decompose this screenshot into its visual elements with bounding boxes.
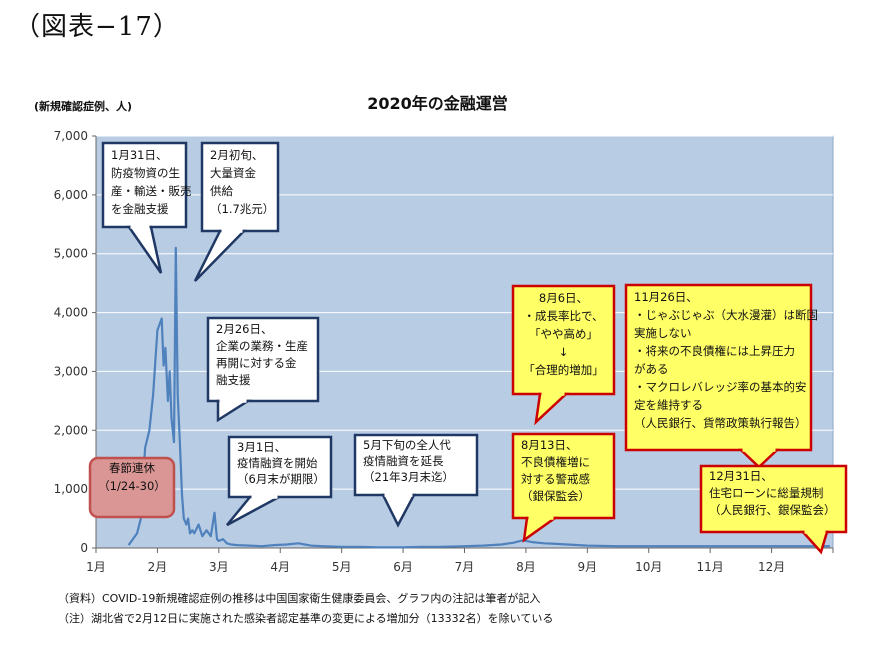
annotation-text-line: （6月末が期限） xyxy=(237,472,325,486)
annotation-text-line: 産・輸送・販売 xyxy=(111,184,192,198)
x-tick-label: 9月 xyxy=(578,560,598,574)
annotation-text-line: 再開に対する金 xyxy=(216,356,297,370)
annotation-box xyxy=(511,284,616,396)
y-tick-label: 0 xyxy=(80,541,88,555)
annotation-text-line: 供給 xyxy=(210,184,233,198)
y-tick-label: 6,000 xyxy=(54,188,88,202)
annotation-text-line: 11月26日、 xyxy=(634,290,698,304)
x-tick-label: 3月 xyxy=(209,560,229,574)
y-tick-label: 5,000 xyxy=(54,247,88,261)
annotation-text-line: （21年3月末迄） xyxy=(363,470,454,484)
annotation-text-line: ・マクロレバレッジ率の基本的安 xyxy=(634,380,807,394)
annotation-text-line: ↓ xyxy=(559,345,569,359)
chart-title: 2020年の金融運営 xyxy=(367,94,508,113)
annotation-text-line: ・じゃぶじゃぶ（大水漫灌）は断固 xyxy=(634,308,818,322)
annotation-box xyxy=(206,316,320,403)
annotation-text-line: 1月31日、 xyxy=(111,148,167,162)
y-tick-label: 3,000 xyxy=(54,364,88,378)
annotation-callout-4: 3月1日、疫情融資を開始 （6月末が期限） xyxy=(226,435,333,527)
x-tick-label: 2月 xyxy=(148,560,168,574)
annotation-text-line: 疫情融資を開始 xyxy=(237,456,318,470)
holiday-box: 春節連休 （1/24-30） xyxy=(88,456,176,519)
y-axis-unit-label: (新規確認症例、人) xyxy=(34,100,133,113)
x-tick-label: 12月 xyxy=(758,560,785,574)
annotation-text-line: 定を維持する xyxy=(634,398,703,412)
annotation-text-line: 2月26日、 xyxy=(216,322,272,336)
annotation-text-line: 企業の業務・生産 xyxy=(216,339,308,353)
annotation-text-line: ・将来の不良債権には上昇圧力 xyxy=(634,344,795,358)
footnote: （注）湖北省で2月12日に実施された感染者認定基準の変更による増加分（13332… xyxy=(58,612,554,625)
annotation-text-line: 2月初旬、 xyxy=(210,148,263,162)
annotation-box xyxy=(227,435,333,499)
annotation-text-line: 融支援 xyxy=(216,373,251,387)
annotation-text-line: 5月下旬の全人代 xyxy=(363,438,451,452)
y-tick-label: 4,000 xyxy=(54,306,88,320)
x-tick-label: 4月 xyxy=(270,560,290,574)
annotation-text-line: （人民銀行、貨幣政策執行報告） xyxy=(634,416,807,430)
annotation-text-line: 大量資金 xyxy=(210,166,256,180)
annotation-text-line: 春節連休 xyxy=(109,461,155,475)
annotation-text-line: （銀保監会） xyxy=(521,489,590,503)
annotation-box xyxy=(624,283,813,452)
x-tick-label: 1月 xyxy=(86,560,106,574)
annotation-box xyxy=(353,433,479,497)
annotation-text-line: 疫情融資を延長 xyxy=(363,454,444,468)
annotation-text-line: 対する警戒感 xyxy=(521,472,590,486)
y-tick-label: 1,000 xyxy=(54,482,88,496)
annotation-box xyxy=(511,432,616,520)
annotation-text-line: 不良債権増に xyxy=(521,455,590,469)
series-line-0 xyxy=(127,246,830,549)
annotation-box xyxy=(88,456,176,519)
annotation-text-line: 8月13日、 xyxy=(521,438,577,452)
annotation-text-line: 「やや高め」 xyxy=(529,327,598,341)
annotation-callout-8: 11月26日、・じゃぶじゃぶ（大水漫灌）は断固実施しない・将来の不良債権には上昇… xyxy=(624,283,818,469)
x-tick-label: 7月 xyxy=(455,560,475,574)
figure-label: （図表−17） xyxy=(14,12,180,42)
x-tick-label: 5月 xyxy=(332,560,352,574)
annotation-text-line: 8月6日、 xyxy=(539,291,588,305)
annotation-text-line: 12月31日、 xyxy=(709,469,773,483)
y-tick-label: 2,000 xyxy=(54,423,88,437)
annotation-text-line: を金融支援 xyxy=(111,202,169,216)
annotation-text-line: 住宅ローンに総量規制 xyxy=(709,486,823,500)
annotation-text-line: 防疫物資の生 xyxy=(111,166,180,180)
x-tick-label: 6月 xyxy=(393,560,413,574)
annotation-box xyxy=(699,464,848,534)
annotation-text-line: がある xyxy=(634,362,669,376)
annotation-text-line: （1.7兆元） xyxy=(210,202,274,216)
annotation-callout-9: 12月31日、住宅ローンに総量規制 （人民銀行、銀保監会） xyxy=(699,464,848,555)
annotation-callout-6: 8月6日、・成長率比で、「やや高め」 ↓ 「合理的増加」 xyxy=(511,284,616,426)
x-tick-label: 8月 xyxy=(516,560,536,574)
y-tick-label: 7,000 xyxy=(54,129,88,143)
annotation-text-line: 3月1日、 xyxy=(237,440,286,454)
annotation-text-line: ・成長率比で、 xyxy=(523,309,603,323)
source-note: （資料）COVID-19新規確認症例の推移は中国国家衛生健康委員会、グラフ内の注… xyxy=(58,592,541,605)
annotation-text-line: 実施しない xyxy=(634,326,692,340)
annotation-text-line: （人民銀行、銀保監会） xyxy=(709,503,836,517)
x-tick-label: 11月 xyxy=(697,560,724,574)
x-tick-label: 10月 xyxy=(635,560,662,574)
annotation-text-line: 「合理的増加」 xyxy=(523,363,604,377)
annotation-text-line: （1/24-30） xyxy=(98,479,166,493)
